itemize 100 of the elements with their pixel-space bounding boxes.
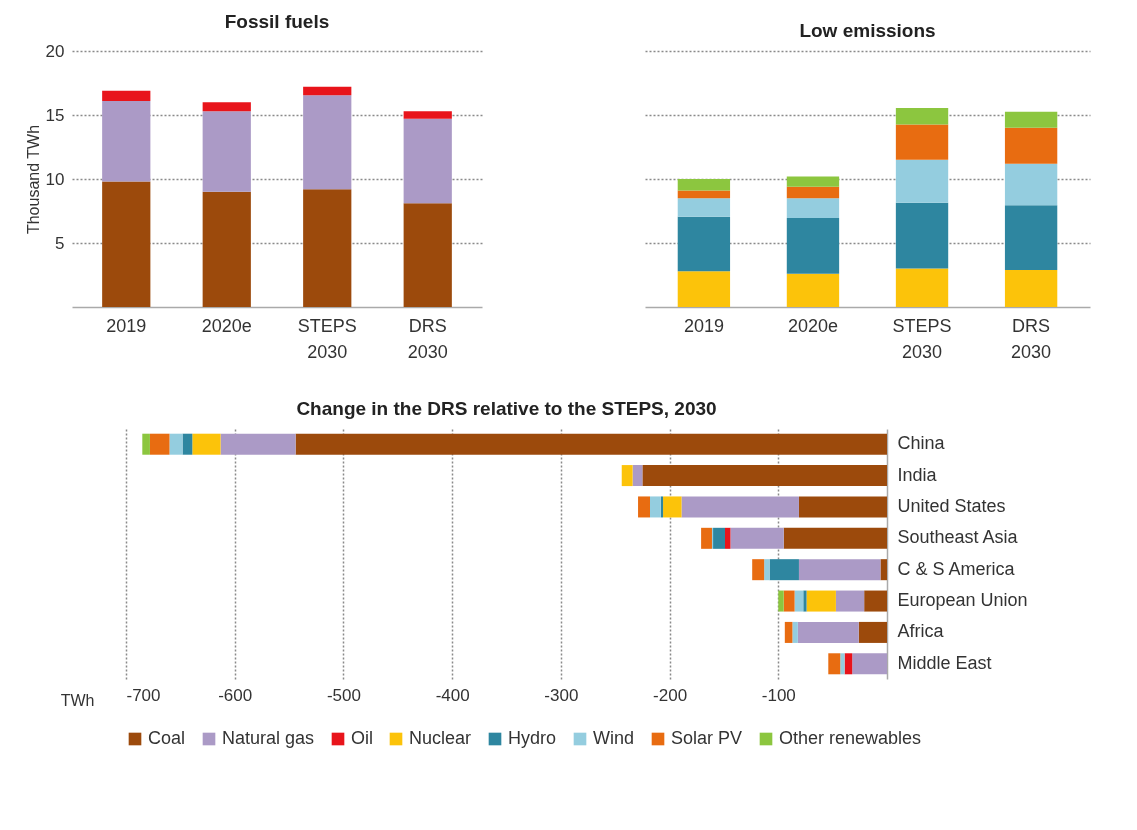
legend-label: Oil bbox=[351, 728, 373, 748]
bar bbox=[713, 527, 726, 549]
bar bbox=[1004, 111, 1058, 128]
legend-label: Natural gas bbox=[222, 728, 315, 748]
bar bbox=[895, 202, 949, 269]
bar bbox=[701, 527, 712, 549]
bar bbox=[769, 559, 799, 581]
y-tick-label: European Union bbox=[897, 590, 1028, 611]
y-tick-label: Middle East bbox=[897, 652, 992, 673]
x-tick-label: -200 bbox=[653, 685, 688, 705]
bar bbox=[681, 496, 799, 518]
chart-title: Low emissions bbox=[799, 20, 936, 41]
bar bbox=[880, 559, 887, 581]
bar bbox=[220, 433, 296, 455]
bar bbox=[677, 198, 731, 217]
bar bbox=[1004, 127, 1058, 164]
bar bbox=[621, 465, 633, 487]
bar bbox=[786, 176, 840, 187]
bar bbox=[725, 527, 731, 549]
x-tick-label: 2020e bbox=[787, 315, 838, 336]
bar bbox=[784, 621, 793, 643]
x-tick-label: STEPS 2030 bbox=[892, 315, 952, 362]
legend-label: Solar PV bbox=[671, 728, 743, 748]
y-tick-label: United States bbox=[897, 495, 1006, 516]
bar bbox=[786, 218, 840, 274]
x-tick-label: -500 bbox=[326, 685, 361, 705]
y-tick-label: Africa bbox=[897, 621, 945, 642]
bar bbox=[794, 590, 804, 612]
x-tick-label: -700 bbox=[126, 685, 161, 705]
y-tick-label: 10 bbox=[45, 169, 65, 189]
bar bbox=[192, 433, 221, 455]
x-tick-label: -100 bbox=[761, 685, 796, 705]
bar bbox=[864, 590, 887, 612]
bar bbox=[828, 653, 841, 675]
bar bbox=[663, 496, 682, 518]
chart-title: Fossil fuels bbox=[224, 11, 330, 32]
bar bbox=[642, 465, 887, 487]
bar bbox=[786, 273, 840, 307]
bar bbox=[1004, 205, 1058, 270]
bar bbox=[142, 433, 150, 455]
bar bbox=[798, 496, 887, 518]
y-tick-label: 15 bbox=[45, 105, 65, 125]
x-tick-label: 2019 bbox=[106, 315, 147, 336]
bar bbox=[632, 465, 643, 487]
bar bbox=[852, 653, 887, 675]
bar bbox=[840, 653, 845, 675]
bar bbox=[660, 496, 664, 518]
legend-label: Other renewables bbox=[779, 728, 922, 748]
bar bbox=[783, 590, 795, 612]
x-axis-title: TWh bbox=[60, 691, 95, 709]
bar bbox=[764, 559, 770, 581]
bar bbox=[677, 271, 731, 307]
bar bbox=[149, 433, 170, 455]
legend-label: Coal bbox=[148, 728, 186, 748]
y-tick-label: India bbox=[897, 464, 938, 485]
bar bbox=[783, 527, 887, 549]
bar bbox=[1004, 269, 1058, 307]
bar bbox=[102, 90, 151, 101]
bar bbox=[677, 216, 731, 272]
x-tick-label: STEPS 2030 bbox=[297, 315, 357, 362]
bar bbox=[202, 191, 251, 307]
bar bbox=[895, 159, 949, 203]
bar bbox=[798, 559, 881, 581]
bar bbox=[786, 198, 840, 219]
x-tick-label: -600 bbox=[218, 685, 253, 705]
y-tick-label: C & S America bbox=[897, 558, 1016, 579]
bar bbox=[844, 653, 853, 675]
bar bbox=[835, 590, 865, 612]
bar bbox=[638, 496, 650, 518]
bar bbox=[752, 559, 765, 581]
bar bbox=[895, 124, 949, 160]
bar bbox=[303, 86, 352, 96]
bar bbox=[730, 527, 784, 549]
bar bbox=[778, 590, 784, 612]
bar bbox=[295, 433, 887, 455]
x-tick-label: DRS 2030 bbox=[407, 315, 448, 362]
bar bbox=[202, 102, 251, 112]
legend-label: Wind bbox=[593, 728, 635, 748]
bar bbox=[858, 621, 887, 643]
bar bbox=[102, 100, 151, 182]
y-tick-label: China bbox=[897, 433, 946, 454]
y-tick-label: 20 bbox=[45, 41, 65, 61]
bar bbox=[403, 203, 452, 307]
bar bbox=[786, 186, 840, 199]
bar bbox=[182, 433, 193, 455]
y-tick-label: 5 bbox=[55, 233, 65, 253]
bar bbox=[102, 181, 151, 307]
x-tick-label: DRS 2030 bbox=[1011, 315, 1052, 362]
bar bbox=[677, 179, 731, 191]
x-tick-label: -400 bbox=[435, 685, 470, 705]
bar bbox=[895, 268, 949, 307]
bar bbox=[202, 111, 251, 192]
bar bbox=[895, 107, 949, 125]
legend-label: Nuclear bbox=[409, 728, 472, 748]
bar bbox=[803, 590, 807, 612]
bar bbox=[303, 95, 352, 190]
y-tick-label: Southeast Asia bbox=[897, 527, 1019, 548]
chart-title: Change in the DRS relative to the STEPS, 2030 bbox=[296, 398, 717, 419]
bar bbox=[403, 111, 452, 119]
y-axis-title: Thousand TWh bbox=[24, 124, 42, 235]
